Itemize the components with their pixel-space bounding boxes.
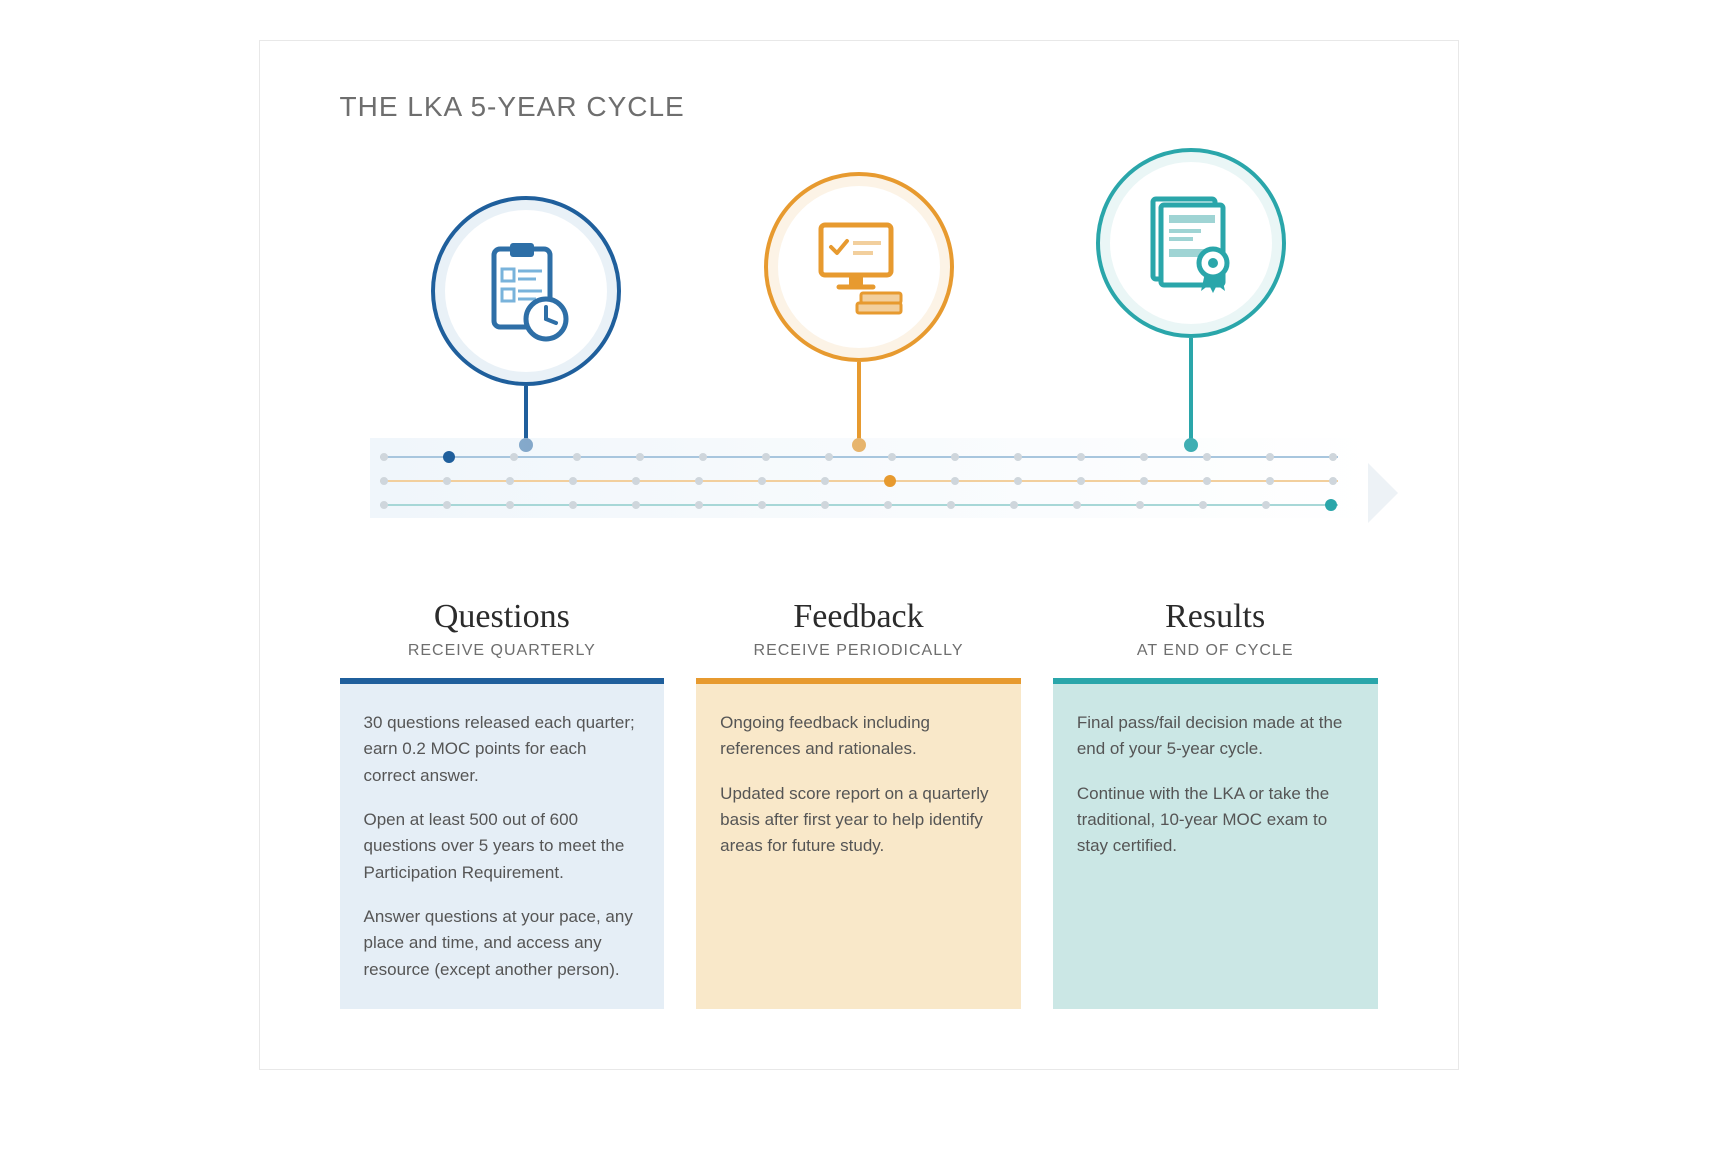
page-title: THE LKA 5-YEAR CYCLE [340, 91, 1378, 123]
timeline-dot [1136, 501, 1144, 509]
card-subtitle-results: AT END OF CYCLE [1053, 642, 1378, 660]
icon-col-feedback [692, 172, 1025, 452]
timeline-dot [758, 477, 766, 485]
timeline-dot [821, 501, 829, 509]
timeline-dot [762, 453, 770, 461]
timeline-dot [1199, 501, 1207, 509]
timeline-dots-3 [380, 501, 1338, 511]
timeline-dot [1266, 453, 1274, 461]
timeline-dot [951, 477, 959, 485]
timeline-dot [1010, 501, 1018, 509]
timeline-dots-2 [380, 477, 1338, 487]
timeline-dot [632, 501, 640, 509]
timeline-dot [947, 501, 955, 509]
card-subtitle-questions: RECEIVE QUARTERLY [340, 642, 665, 660]
connector-feedback [857, 362, 861, 440]
card-results: Results AT END OF CYCLE Final pass/fail de… [1053, 598, 1378, 1009]
timeline-dot [1077, 453, 1085, 461]
card-title-questions: Questions [340, 598, 665, 636]
timeline-dot [1203, 453, 1211, 461]
timeline-dot [506, 477, 514, 485]
timeline [340, 438, 1378, 548]
timeline-dot [1262, 501, 1270, 509]
timeline-dot [510, 453, 518, 461]
card-title-feedback: Feedback [696, 598, 1021, 636]
timeline-dot [506, 501, 514, 509]
timeline-dot [1203, 477, 1211, 485]
card-paragraph: Continue with the LKA or take the tradit… [1077, 781, 1354, 860]
card-paragraph: Updated score report on a quarterly basi… [720, 781, 997, 860]
timeline-dot [380, 501, 388, 509]
timeline-dot [1325, 499, 1337, 511]
connector-questions [524, 386, 528, 440]
timeline-dot [443, 477, 451, 485]
timeline-dot [1329, 477, 1337, 485]
timeline-dot [573, 453, 581, 461]
card-body-questions: 30 questions released each quarter; earn… [340, 684, 665, 1009]
timeline-dot [1014, 477, 1022, 485]
card-title-results: Results [1053, 598, 1378, 636]
card-body-results: Final pass/fail decision made at the end… [1053, 684, 1378, 1009]
timeline-dot [1140, 453, 1148, 461]
timeline-dot [1073, 501, 1081, 509]
timeline-dot [632, 477, 640, 485]
card-paragraph: Answer questions at your pace, any place… [364, 904, 641, 983]
card-questions: Questions RECEIVE QUARTERLY 30 questions r… [340, 598, 665, 1009]
timeline-dot [884, 475, 896, 487]
icons-row [340, 148, 1378, 452]
timeline-dot [1140, 477, 1148, 485]
timeline-dot [636, 453, 644, 461]
icon-col-results [1025, 148, 1358, 452]
timeline-dot [1329, 453, 1337, 461]
timeline-dot [1014, 453, 1022, 461]
card-paragraph: Final pass/fail decision made at the end… [1077, 710, 1354, 763]
timeline-dot [825, 453, 833, 461]
timeline-dot [888, 453, 896, 461]
cards-row: Questions RECEIVE QUARTERLY 30 questions r… [340, 598, 1378, 1009]
clipboard-clock-icon [466, 231, 586, 351]
timeline-dot [1077, 477, 1085, 485]
card-paragraph: 30 questions released each quarter; earn… [364, 710, 641, 789]
icon-circle-feedback [764, 172, 954, 362]
timeline-dot [443, 501, 451, 509]
infographic-container: THE LKA 5-YEAR CYCLE [259, 40, 1459, 1070]
icon-col-questions [360, 196, 693, 452]
connector-results [1189, 338, 1193, 440]
timeline-dot [443, 451, 455, 463]
timeline-dot [1266, 477, 1274, 485]
icon-circle-results [1096, 148, 1286, 338]
timeline-dot [380, 453, 388, 461]
certificate-ribbon-icon [1131, 183, 1251, 303]
timeline-dot [699, 453, 707, 461]
card-feedback: Feedback RECEIVE PERIODICALLY Ongoing feed… [696, 598, 1021, 1009]
card-paragraph: Ongoing feedback including references an… [720, 710, 997, 763]
icon-circle-questions [431, 196, 621, 386]
timeline-dot [821, 477, 829, 485]
timeline-dot [695, 477, 703, 485]
timeline-dot [569, 501, 577, 509]
timeline-dots-1 [380, 453, 1338, 463]
card-paragraph: Open at least 500 out of 600 questions o… [364, 807, 641, 886]
timeline-dot [758, 501, 766, 509]
timeline-dot [884, 501, 892, 509]
monitor-books-icon [799, 207, 919, 327]
card-subtitle-feedback: RECEIVE PERIODICALLY [696, 642, 1021, 660]
timeline-arrow [1368, 463, 1398, 523]
timeline-dot [695, 501, 703, 509]
timeline-dot [380, 477, 388, 485]
timeline-dot [951, 453, 959, 461]
timeline-dot [569, 477, 577, 485]
card-body-feedback: Ongoing feedback including references an… [696, 684, 1021, 1009]
